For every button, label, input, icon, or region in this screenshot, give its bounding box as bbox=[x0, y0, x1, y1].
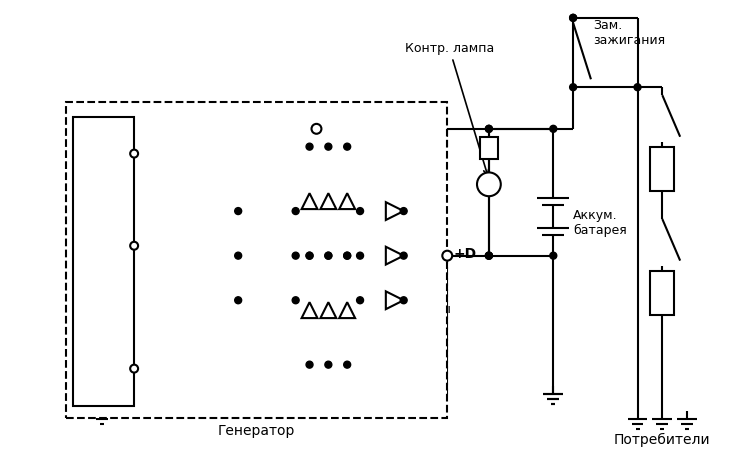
Circle shape bbox=[234, 252, 242, 259]
Circle shape bbox=[130, 242, 138, 250]
Circle shape bbox=[442, 251, 452, 261]
Text: Зам.
зажигания: Зам. зажигания bbox=[593, 19, 665, 47]
Circle shape bbox=[400, 297, 407, 304]
Circle shape bbox=[306, 361, 313, 368]
Text: Силовые диоды: Силовые диоды bbox=[241, 128, 345, 296]
Circle shape bbox=[325, 252, 331, 259]
Circle shape bbox=[344, 252, 351, 259]
Circle shape bbox=[325, 361, 331, 368]
Text: Обмотка ротора: Обмотка ротора bbox=[160, 177, 268, 190]
Circle shape bbox=[312, 124, 321, 134]
Polygon shape bbox=[386, 202, 404, 220]
Circle shape bbox=[306, 252, 313, 259]
Bar bbox=[73, 117, 134, 406]
Polygon shape bbox=[340, 302, 355, 318]
Circle shape bbox=[306, 252, 313, 259]
Circle shape bbox=[485, 252, 492, 259]
Circle shape bbox=[634, 84, 641, 90]
Circle shape bbox=[477, 172, 501, 196]
Circle shape bbox=[550, 252, 557, 259]
Circle shape bbox=[570, 84, 576, 90]
Circle shape bbox=[485, 252, 492, 259]
Polygon shape bbox=[301, 302, 318, 318]
Circle shape bbox=[344, 252, 351, 259]
Circle shape bbox=[293, 207, 299, 215]
Circle shape bbox=[400, 252, 407, 259]
Circle shape bbox=[356, 252, 364, 259]
Polygon shape bbox=[386, 291, 404, 309]
Text: +В: +В bbox=[293, 101, 316, 115]
Text: Аккум.
батарея: Аккум. батарея bbox=[573, 209, 627, 237]
Polygon shape bbox=[320, 193, 337, 209]
Polygon shape bbox=[301, 193, 318, 209]
Circle shape bbox=[325, 143, 331, 150]
Polygon shape bbox=[386, 247, 404, 265]
Bar bbox=[650, 147, 674, 191]
Circle shape bbox=[234, 297, 242, 304]
Text: Контр. лампа: Контр. лампа bbox=[405, 41, 494, 175]
Circle shape bbox=[130, 150, 138, 157]
Text: Потребители: Потребители bbox=[614, 433, 711, 447]
Circle shape bbox=[356, 297, 364, 304]
Circle shape bbox=[485, 126, 492, 132]
Circle shape bbox=[485, 252, 492, 259]
Bar bbox=[480, 137, 498, 158]
Circle shape bbox=[130, 364, 138, 373]
Text: Регулятор напряжения: Регулятор напряжения bbox=[97, 189, 110, 334]
Bar bbox=[65, 102, 448, 418]
Polygon shape bbox=[320, 302, 337, 318]
Text: +D: +D bbox=[453, 247, 476, 261]
Circle shape bbox=[356, 207, 364, 215]
Polygon shape bbox=[340, 193, 355, 209]
Circle shape bbox=[293, 297, 299, 304]
Circle shape bbox=[234, 207, 242, 215]
Circle shape bbox=[293, 252, 299, 259]
Text: Генератор: Генератор bbox=[218, 424, 295, 438]
Circle shape bbox=[344, 361, 351, 368]
Text: Доп.
диоды: Доп. диоды bbox=[409, 288, 451, 315]
Circle shape bbox=[485, 126, 492, 132]
Bar bbox=[650, 270, 674, 315]
Circle shape bbox=[325, 252, 331, 259]
Circle shape bbox=[570, 14, 576, 21]
Circle shape bbox=[306, 143, 313, 150]
Circle shape bbox=[550, 126, 557, 132]
Circle shape bbox=[344, 143, 351, 150]
Circle shape bbox=[570, 14, 576, 21]
Circle shape bbox=[400, 207, 407, 215]
Text: Обмотка
статора: Обмотка статора bbox=[210, 339, 268, 367]
